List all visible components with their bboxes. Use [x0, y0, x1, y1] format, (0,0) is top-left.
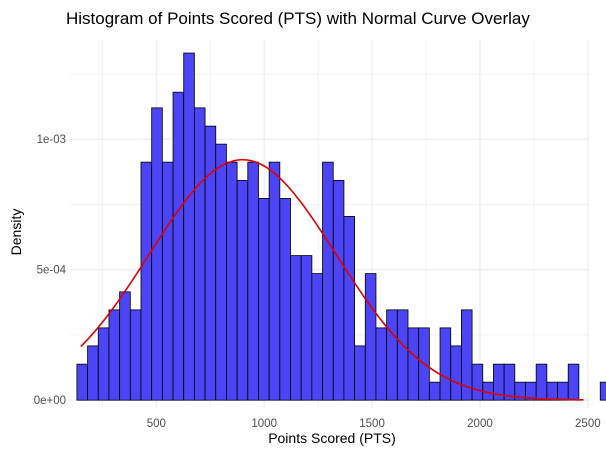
normal-curve-line [80, 158, 584, 401]
histogram-bar [567, 363, 580, 401]
histogram-bar [332, 180, 345, 401]
histogram-bar [375, 327, 388, 401]
histogram-bar [354, 345, 366, 401]
histogram-bar [503, 363, 516, 401]
histogram-bar [204, 125, 217, 401]
histogram-bar [461, 309, 473, 401]
histogram-bar [161, 161, 174, 401]
histogram-bar [599, 381, 606, 401]
histogram-bar [407, 327, 420, 401]
histogram-bar [428, 381, 441, 401]
histogram-bar [108, 309, 121, 401]
histogram-bar [300, 255, 313, 401]
histogram-bar [247, 161, 259, 401]
x-tick-label: 500 [147, 418, 166, 430]
histogram-bar [215, 143, 227, 401]
histogram-bar [268, 161, 281, 401]
histogram-bar [471, 363, 484, 401]
histogram-bar [140, 161, 153, 401]
histogram-bar [535, 363, 548, 401]
normal-curve-layer [80, 158, 584, 401]
x-axis-title: Points Scored (PTS) [268, 430, 396, 446]
histogram-bar [439, 327, 452, 401]
histogram-bar [396, 309, 409, 401]
y-tick-label: 5e-04 [37, 265, 67, 277]
histogram-bar [557, 381, 569, 401]
histogram-bar [226, 161, 238, 401]
y-axis-title: Density [8, 209, 24, 256]
histogram-bar [76, 363, 88, 401]
x-tick-label: 1500 [359, 418, 385, 430]
histogram-bar [151, 107, 163, 401]
histogram-bar [183, 52, 195, 401]
histogram-bar [450, 345, 462, 401]
histogram-bar [364, 273, 377, 401]
histogram-bar [386, 309, 398, 401]
histogram-bar [322, 161, 334, 401]
histogram-bar [119, 291, 131, 401]
histogram-bar [290, 255, 302, 401]
histogram-bar [236, 180, 249, 401]
histogram-bar [172, 91, 185, 401]
y-tick-label: 0e+00 [34, 395, 66, 407]
histogram-bar [87, 345, 99, 401]
tick-labels: 500 1000 1500 2000 2500 0e+00 5e-04 1e-03 [34, 134, 601, 430]
x-tick-label: 2000 [467, 418, 493, 430]
histogram-bar [193, 107, 206, 401]
chart-title: Histogram of Points Scored (PTS) with No… [66, 9, 530, 28]
histogram-bars [76, 52, 606, 401]
histogram-bar [279, 198, 291, 401]
y-tick-label: 1e-03 [37, 134, 66, 146]
histogram-bar [258, 198, 270, 401]
x-tick-label: 2500 [575, 418, 601, 430]
histogram-bar [546, 381, 558, 401]
histogram-bar [97, 327, 110, 401]
histogram-bar [129, 309, 142, 401]
x-tick-label: 1000 [251, 418, 277, 430]
histogram-bar [311, 273, 323, 401]
histogram-bar [343, 216, 355, 401]
